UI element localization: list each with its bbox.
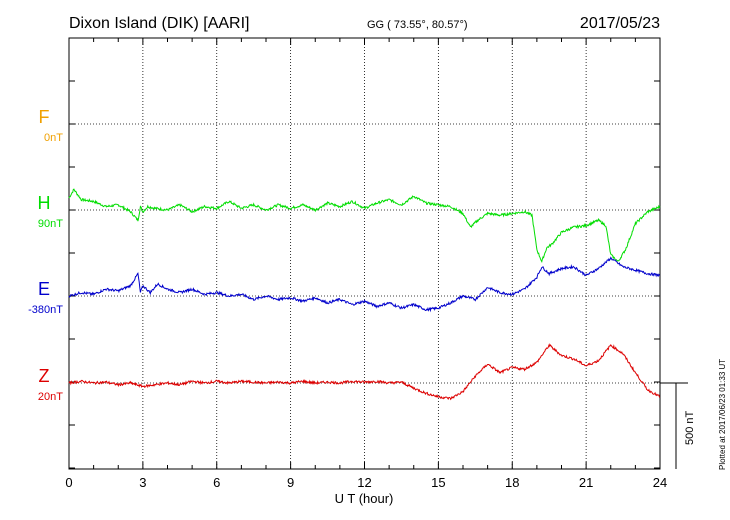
x-tick-label: 21 — [579, 475, 593, 490]
date-label: 2017/05/23 — [580, 15, 660, 32]
axis-ticks — [68, 38, 661, 469]
x-tick-label: 0 — [65, 475, 72, 490]
chart-title: Dixon Island (DIK) [AARI] — [69, 15, 250, 32]
series-baseline-E: -380nT — [28, 304, 63, 316]
series-line-H — [68, 188, 661, 264]
series-line-E — [68, 256, 661, 313]
series-name-Z: Z — [39, 366, 50, 386]
x-tick-labels: 0 3 6 9 12 15 18 21 24 — [65, 475, 667, 490]
series-lines — [68, 188, 661, 401]
x-tick-label: 15 — [431, 475, 445, 490]
x-tick-label: 18 — [505, 475, 519, 490]
x-tick-label: 9 — [287, 475, 294, 490]
x-tick-label: 24 — [653, 475, 667, 490]
x-tick-label: 12 — [357, 475, 371, 490]
series-baseline-Z: 20nT — [38, 391, 63, 403]
series-baseline-F: 0nT — [44, 132, 63, 144]
series-name-H: H — [38, 193, 51, 213]
series-name-F: F — [39, 107, 50, 127]
x-axis-label: U T (hour) — [335, 491, 394, 506]
x-tick-label: 6 — [213, 475, 220, 490]
grid-lines — [69, 38, 660, 469]
x-tick-label: 3 — [139, 475, 146, 490]
scale-bar: 500 nT — [660, 382, 696, 469]
series-name-E: E — [38, 279, 50, 299]
series-labels: F 0nT H 90nT E -380nT Z 20nT — [28, 107, 63, 403]
series-baseline-H: 90nT — [38, 218, 63, 230]
coordinates-label: GG ( 73.55°, 80.57°) — [367, 19, 468, 31]
scale-bar-label: 500 nT — [684, 410, 696, 445]
plotted-at-note: Plotted at 2017/06/23 01:33 UT — [718, 359, 727, 470]
series-line-Z — [68, 343, 661, 401]
